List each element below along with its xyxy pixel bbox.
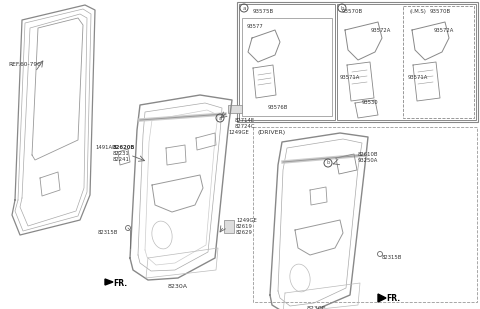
Text: 93570B: 93570B [341, 9, 362, 14]
Text: 82629: 82629 [236, 230, 253, 235]
Text: a: a [242, 6, 246, 11]
Polygon shape [105, 279, 113, 285]
Text: (I.M.S): (I.M.S) [410, 9, 427, 14]
Text: 1249GE: 1249GE [236, 218, 257, 223]
Text: FR.: FR. [113, 279, 127, 288]
Text: 1249GE: 1249GE [228, 130, 249, 135]
Text: 8230A: 8230A [168, 284, 188, 289]
Text: 82315B: 82315B [98, 230, 119, 235]
Text: 93575B: 93575B [252, 9, 274, 14]
Text: 82231: 82231 [113, 151, 130, 156]
Text: FR.: FR. [386, 294, 400, 303]
Text: 82714E: 82714E [235, 118, 255, 123]
Bar [224, 220, 234, 233]
Text: 93572A: 93572A [371, 28, 391, 33]
Polygon shape [378, 294, 386, 302]
Text: (DRIVER): (DRIVER) [258, 130, 286, 135]
Text: REF.60-790: REF.60-790 [8, 62, 41, 67]
Bar [228, 105, 242, 113]
Bar [253, 127, 477, 302]
Text: 93572A: 93572A [434, 28, 455, 33]
Bar [403, 6, 474, 118]
Text: 82619: 82619 [236, 224, 253, 229]
Bar [237, 2, 478, 122]
Bar [239, 4, 335, 120]
Text: b: b [340, 6, 344, 11]
Text: 93577: 93577 [247, 24, 264, 29]
Text: 93571A: 93571A [340, 75, 360, 80]
Text: 93570B: 93570B [430, 9, 451, 14]
Text: 82724C: 82724C [235, 124, 255, 129]
Text: 82610B: 82610B [358, 152, 379, 157]
Text: 93571A: 93571A [408, 75, 428, 80]
Text: 93530: 93530 [362, 100, 379, 105]
Bar [337, 4, 476, 120]
Text: a: a [218, 116, 221, 121]
Text: 82315B: 82315B [382, 255, 402, 260]
Text: 82241: 82241 [113, 157, 130, 162]
Bar [242, 18, 332, 116]
Text: b: b [326, 160, 330, 166]
Text: 93250A: 93250A [358, 158, 378, 163]
Text: 82620B: 82620B [113, 145, 135, 150]
Text: 93576B: 93576B [268, 105, 288, 110]
Text: 1491AD: 1491AD [95, 145, 116, 150]
Text: 8230E: 8230E [306, 306, 326, 309]
